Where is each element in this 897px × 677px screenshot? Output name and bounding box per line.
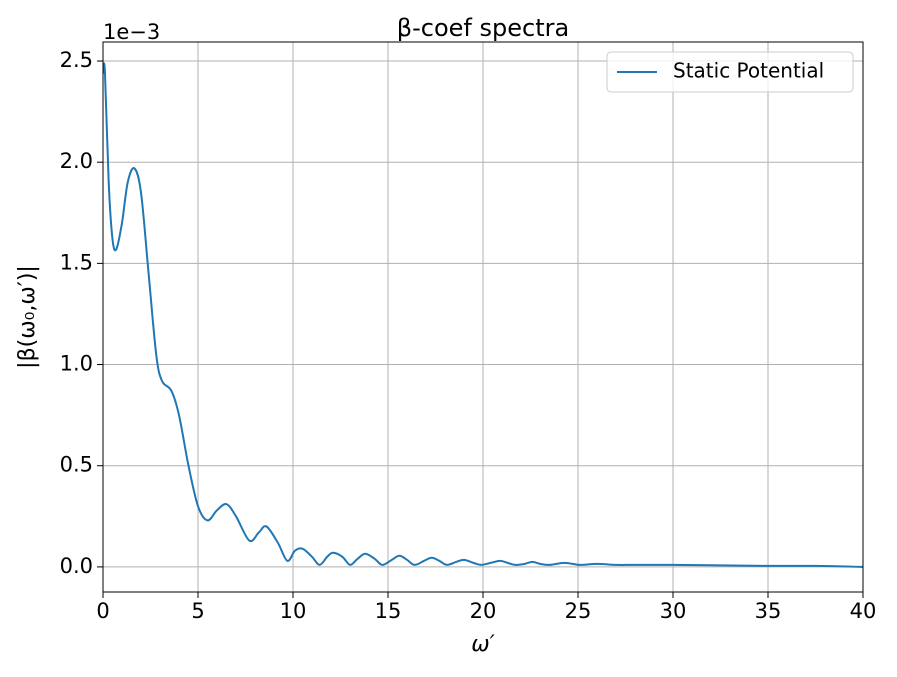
y-tick-label: 2.5 — [60, 48, 93, 72]
plot-frame — [102, 41, 864, 593]
x-tick-label: 5 — [191, 599, 204, 623]
x-tick-label: 25 — [565, 599, 592, 623]
y-tick-label: 0.5 — [60, 453, 93, 477]
x-tick-label: 0 — [96, 599, 109, 623]
x-tick-label: 30 — [660, 599, 687, 623]
legend-box — [606, 51, 854, 93]
y-tick-label: 1.0 — [60, 352, 93, 376]
line-series — [103, 62, 863, 568]
y-axis-label: |β(ω₀,ω′)| — [15, 265, 40, 369]
x-tick-label: 15 — [375, 599, 402, 623]
legend-label: Static Potential — [673, 59, 824, 83]
y-tick-label: 0.0 — [60, 554, 93, 578]
x-tick-label: 20 — [470, 599, 497, 623]
x-tick-label: 10 — [280, 599, 307, 623]
x-axis-label: ω′ — [471, 632, 494, 657]
x-tick-label: 40 — [850, 599, 877, 623]
y-tick-label: 2.0 — [60, 149, 93, 173]
x-tick-label: 35 — [755, 599, 782, 623]
y-tick-label: 1.5 — [60, 250, 93, 274]
y-offset-label: 1e−3 — [103, 20, 160, 44]
chart-title: β-coef spectra — [397, 14, 569, 42]
